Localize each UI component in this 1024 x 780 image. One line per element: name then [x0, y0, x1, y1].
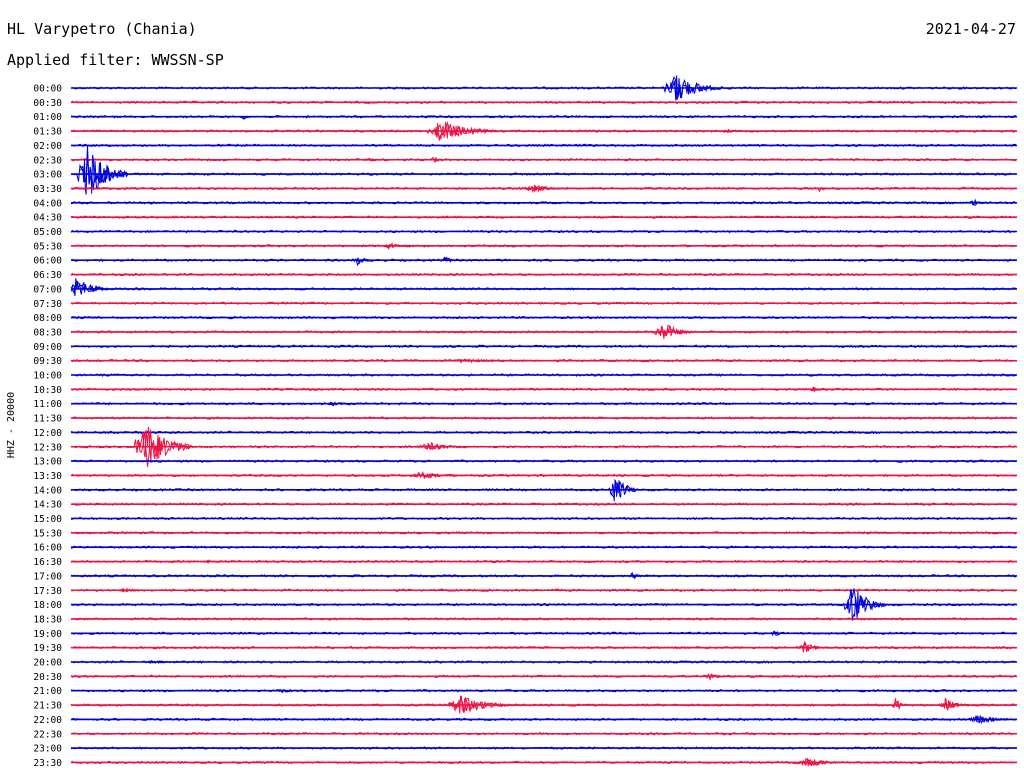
time-label: 01:00	[33, 112, 62, 123]
time-label: 03:30	[33, 184, 62, 195]
event-burst	[723, 128, 743, 134]
time-label: 02:00	[33, 141, 62, 152]
time-label: 17:00	[33, 571, 62, 582]
event-burst	[420, 442, 469, 451]
time-label: 19:30	[33, 643, 62, 654]
time-label: 19:00	[33, 629, 62, 640]
event-burst	[118, 587, 156, 592]
time-label: 10:30	[33, 385, 62, 396]
time-label: 11:30	[33, 414, 62, 425]
trace-line	[70, 324, 1017, 338]
event-burst	[808, 386, 828, 393]
event-burst	[969, 715, 1017, 724]
time-label: 00:30	[33, 98, 62, 109]
time-label: 06:00	[33, 256, 62, 267]
time-label: 08:00	[33, 313, 62, 324]
time-label: 09:00	[33, 342, 62, 353]
event-burst	[524, 185, 573, 193]
time-label: 22:00	[33, 715, 62, 726]
time-label: 20:00	[33, 658, 62, 669]
event-burst	[657, 325, 696, 339]
time-label: 16:30	[33, 557, 62, 568]
event-burst	[278, 688, 298, 693]
filter-label: Applied filter: WWSSN-SP	[7, 51, 224, 69]
time-label: 23:30	[33, 758, 62, 769]
trace-line	[70, 530, 1017, 535]
trace-line	[71, 145, 1017, 190]
event-burst	[666, 75, 724, 101]
event-burst	[893, 698, 903, 709]
time-label: 18:30	[33, 614, 62, 625]
event-burst	[969, 198, 989, 206]
time-label: 07:00	[33, 284, 62, 295]
time-label: 05:00	[33, 227, 62, 238]
time-label: 14:30	[33, 500, 62, 511]
event-burst	[448, 358, 544, 364]
time-label: 13:30	[33, 471, 62, 482]
time-label: 17:30	[33, 586, 62, 597]
time-label: 12:30	[33, 442, 62, 453]
event-burst	[136, 426, 194, 463]
time-label: 06:30	[33, 270, 62, 281]
event-burst	[146, 659, 185, 665]
trace-line	[70, 120, 1017, 138]
date-label: 2021-04-27	[925, 20, 1016, 38]
event-burst	[940, 697, 970, 711]
time-label: 21:30	[33, 701, 62, 712]
station-title: HL Varypetro (Chania)	[7, 20, 197, 38]
time-label: 22:30	[33, 729, 62, 740]
time-label: 00:00	[33, 84, 62, 95]
time-label: 14:00	[33, 485, 62, 496]
time-label: 08:30	[33, 327, 62, 338]
event-burst	[354, 257, 374, 265]
event-burst	[430, 156, 449, 163]
event-burst	[430, 121, 497, 141]
time-label: 12:00	[33, 428, 62, 439]
event-burst	[326, 402, 364, 407]
event-burst	[448, 695, 516, 714]
trace-line	[70, 416, 1017, 420]
time-label: 03:00	[33, 170, 62, 181]
event-burst	[80, 154, 129, 195]
event-burst	[203, 558, 222, 564]
time-label: 04:00	[33, 198, 62, 209]
event-burst	[241, 115, 260, 120]
event-burst	[628, 571, 648, 580]
trace-line	[70, 731, 1017, 736]
event-burst	[411, 470, 468, 479]
time-label: 13:00	[33, 457, 62, 468]
time-label: 18:00	[33, 600, 62, 611]
time-label: 15:30	[33, 528, 62, 539]
event-burst	[798, 757, 847, 767]
trace-rows: 00:00 00:30 01:00 01:30 02:00 02:30 03:00 03:30…	[33, 75, 1017, 769]
event-burst	[770, 630, 790, 636]
time-label: 05:30	[33, 241, 62, 252]
time-label: 23:00	[33, 744, 62, 755]
time-label: 04:30	[33, 213, 62, 224]
time-label: 11:00	[33, 399, 62, 410]
y-axis-label: HHZ - 20000	[6, 392, 17, 458]
time-label: 09:30	[33, 356, 62, 367]
trace-line	[70, 256, 1017, 267]
time-label: 07:30	[33, 299, 62, 310]
time-label: 21:00	[33, 686, 62, 697]
time-label: 01:30	[33, 127, 62, 138]
event-burst	[439, 256, 468, 263]
time-label: 16:00	[33, 543, 62, 554]
trace-line	[70, 588, 1017, 616]
event-burst	[818, 187, 828, 191]
time-label: 15:00	[33, 514, 62, 525]
trace-line	[70, 280, 1017, 295]
time-label: 10:00	[33, 371, 62, 382]
event-burst	[799, 641, 828, 653]
event-burst	[70, 278, 109, 297]
event-burst	[383, 242, 421, 251]
event-burst	[846, 590, 885, 621]
time-label: 02:30	[33, 155, 62, 166]
event-burst	[363, 158, 393, 162]
time-label: 20:30	[33, 672, 62, 683]
event-burst	[609, 478, 639, 502]
event-burst	[704, 673, 733, 680]
